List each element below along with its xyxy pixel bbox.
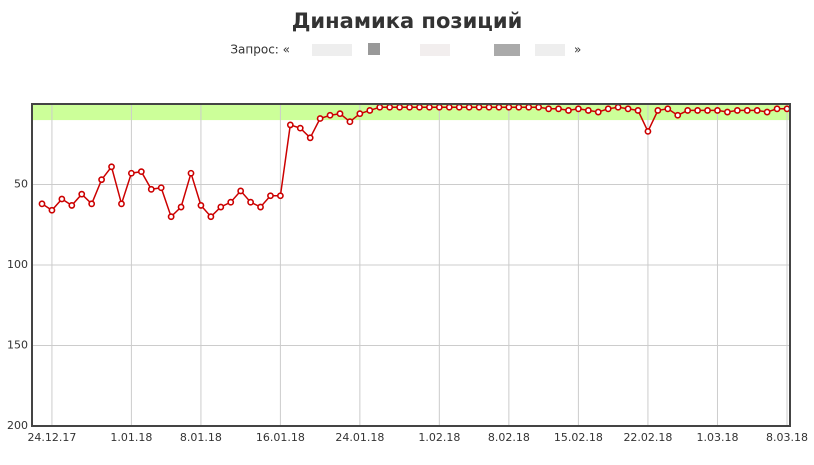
data-point — [137, 168, 145, 176]
data-point — [276, 192, 284, 200]
data-point — [247, 198, 254, 206]
x-tick-label: 24.01.18 — [335, 431, 384, 444]
data-point — [555, 105, 562, 113]
x-tick-label: 8.01.18 — [180, 431, 222, 444]
data-point — [38, 200, 46, 208]
data-point — [575, 105, 582, 113]
data-point — [535, 103, 543, 111]
data-point — [495, 103, 503, 111]
query-label: Запрос: « — [230, 43, 290, 57]
data-point — [753, 107, 761, 114]
data-point — [644, 127, 652, 135]
x-tick-label: 1.03.18 — [696, 431, 738, 444]
data-point — [455, 103, 463, 111]
x-tick-label: 16.01.18 — [256, 431, 305, 444]
data-point — [664, 105, 672, 113]
data-point — [743, 107, 751, 114]
x-tick-label: 22.02.18 — [623, 431, 672, 444]
data-point — [78, 190, 86, 198]
data-point — [634, 107, 642, 114]
data-point — [237, 187, 245, 195]
data-point — [58, 195, 66, 203]
data-point — [733, 107, 741, 114]
data-point — [485, 103, 493, 111]
data-point — [565, 107, 572, 114]
data-point — [416, 103, 423, 111]
data-point — [147, 185, 155, 193]
data-point — [167, 213, 175, 221]
x-tick-label: 8.03.18 — [766, 431, 808, 444]
data-point — [98, 176, 105, 184]
data-point — [783, 105, 791, 113]
x-tick-label: 1.02.18 — [418, 431, 460, 444]
data-point — [356, 110, 364, 118]
data-point — [346, 118, 354, 126]
data-point — [435, 103, 443, 111]
x-tick-label: 24.12.17 — [27, 431, 76, 444]
data-point — [396, 103, 403, 111]
data-point — [406, 103, 413, 111]
data-point — [505, 103, 513, 111]
series-line — [41, 106, 787, 219]
data-point — [88, 200, 96, 208]
data-point — [157, 184, 165, 192]
data-point — [545, 105, 552, 113]
data-point — [296, 124, 304, 132]
data-point — [724, 108, 731, 116]
data-point — [674, 111, 682, 119]
data-point — [594, 108, 602, 116]
data-point — [773, 105, 781, 113]
data-point — [425, 103, 433, 111]
data-point — [127, 169, 135, 177]
data-point — [445, 103, 453, 111]
data-point — [267, 192, 274, 200]
data-point — [336, 110, 344, 118]
data-point — [465, 103, 473, 111]
data-point — [48, 206, 56, 214]
data-point — [624, 105, 632, 113]
data-point — [475, 103, 483, 111]
data-point — [614, 103, 622, 111]
data-point — [654, 107, 662, 114]
data-point — [197, 202, 205, 209]
data-point — [227, 198, 235, 206]
x-tick-label: 8.02.18 — [488, 431, 530, 444]
data-point — [386, 103, 394, 111]
x-tick-label: 1.01.18 — [110, 431, 152, 444]
data-point — [118, 200, 125, 208]
data-point — [177, 203, 185, 211]
query-end: » — [574, 43, 581, 57]
y-tick-label: 150 — [7, 339, 28, 352]
data-point — [306, 134, 314, 142]
data-point — [257, 203, 264, 211]
y-tick-label: 100 — [7, 258, 28, 271]
data-point — [763, 108, 771, 116]
data-point — [525, 103, 533, 111]
data-point — [584, 107, 592, 114]
plot-border — [31, 103, 791, 427]
data-point — [694, 107, 701, 114]
data-point — [684, 107, 692, 114]
data-point — [515, 103, 523, 111]
data-point — [316, 115, 324, 122]
data-point — [326, 111, 334, 119]
data-point — [366, 107, 374, 114]
data-point — [68, 202, 76, 209]
data-point — [286, 121, 294, 129]
data-point — [704, 107, 711, 114]
data-point — [187, 169, 195, 177]
blurred-query — [312, 43, 565, 56]
target-band — [32, 104, 790, 121]
x-tick-label: 15.02.18 — [554, 431, 603, 444]
data-point — [217, 203, 225, 211]
data-point — [714, 107, 721, 114]
chart-title: Динамика позиций — [292, 9, 523, 33]
y-tick-label: 200 — [7, 419, 28, 432]
data-point — [604, 105, 612, 113]
y-tick-label: 50 — [14, 178, 28, 191]
data-point — [207, 213, 215, 221]
data-point — [108, 163, 115, 171]
data-point — [376, 103, 384, 111]
